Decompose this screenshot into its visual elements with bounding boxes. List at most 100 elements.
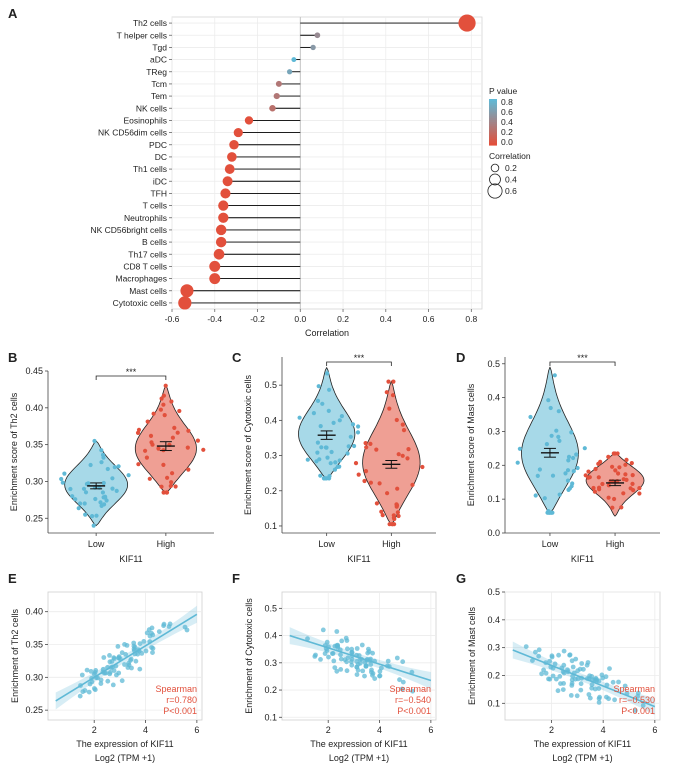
x-tick-label: High: [157, 539, 176, 549]
data-point: [569, 681, 575, 686]
regression-line: [55, 613, 198, 702]
legend-gradient-cell: [489, 129, 497, 133]
data-point: [394, 655, 400, 661]
data-point: [600, 481, 605, 487]
legend-gradient-cell: [489, 106, 497, 110]
data-point: [144, 455, 149, 460]
legend-pvalue-tick: 0.6: [501, 107, 513, 117]
legend-gradient-cell: [489, 108, 497, 112]
data-point: [533, 493, 538, 498]
data-point: [326, 408, 331, 413]
significance-bracket: [95, 375, 167, 380]
data-point: [363, 663, 369, 669]
data-point: [617, 465, 622, 470]
data-point: [312, 654, 318, 659]
legend-pvalue-tick: 0.2: [501, 127, 513, 137]
data-point: [88, 462, 93, 468]
data-point: [578, 681, 584, 687]
data-point: [356, 424, 361, 429]
data-point: [640, 703, 646, 708]
y-tick-label: 0.4: [487, 615, 500, 625]
data-point: [610, 505, 615, 510]
lollipop-dot: [310, 44, 316, 51]
x-axis-title: The expression of KIF11: [76, 739, 173, 749]
x-tick-label: 0.2: [337, 314, 349, 324]
data-point: [596, 686, 602, 691]
data-point: [326, 654, 331, 660]
data-point: [597, 487, 602, 492]
category-label: NK cells: [136, 103, 167, 113]
significance-bracket: [326, 361, 392, 366]
lollipop-dot: [220, 188, 231, 199]
data-point: [565, 468, 571, 473]
legend-gradient-cell: [489, 116, 497, 119]
violin-shape: [521, 366, 579, 514]
data-point: [544, 442, 550, 447]
data-point: [158, 407, 163, 412]
data-point: [337, 418, 342, 423]
x-tick-label: 0.6: [423, 314, 435, 324]
data-point: [539, 671, 544, 677]
stats-label: Spearman: [613, 684, 655, 694]
data-point: [172, 425, 177, 430]
data-point: [596, 475, 601, 480]
data-point: [112, 656, 117, 662]
data-point: [161, 462, 166, 467]
category-label: Eosinophils: [124, 115, 167, 125]
data-point: [589, 682, 595, 688]
data-point: [619, 505, 624, 510]
y-tick-label: 0.5: [264, 603, 277, 613]
data-point: [397, 677, 402, 683]
data-point: [577, 666, 583, 672]
data-point: [70, 494, 75, 499]
data-point: [91, 671, 97, 677]
data-point: [362, 673, 367, 679]
lollipop-dot: [215, 224, 227, 236]
lollipop-dot: [209, 260, 221, 272]
data-point: [100, 490, 105, 495]
data-point: [195, 438, 200, 443]
data-point: [105, 678, 111, 684]
data-point: [368, 441, 373, 446]
data-point: [579, 661, 585, 666]
data-point: [357, 660, 363, 666]
data-point: [557, 492, 562, 497]
legend-gradient-cell: [489, 104, 497, 108]
category-label: iDC: [153, 176, 167, 186]
y-tick-label: 0.3: [487, 643, 500, 653]
data-point: [115, 644, 121, 649]
data-point: [396, 452, 401, 457]
data-point: [315, 440, 320, 445]
data-point: [571, 469, 576, 474]
data-point: [368, 662, 374, 667]
x-axis-subtitle: Log2 (TPM +1): [552, 753, 612, 763]
x-tick-label: 2: [549, 725, 554, 735]
legend-pvalue-title: P value: [489, 86, 517, 96]
x-tick-label: 4: [143, 725, 148, 735]
data-point: [114, 672, 119, 678]
x-tick-label: 2: [326, 725, 331, 735]
data-point: [150, 646, 156, 651]
data-point: [515, 460, 520, 465]
data-point: [146, 627, 152, 633]
data-point: [558, 681, 563, 686]
data-point: [606, 483, 611, 488]
data-point: [547, 658, 552, 664]
data-point: [593, 466, 598, 472]
data-point: [586, 475, 591, 480]
data-point: [88, 669, 94, 674]
data-point: [165, 475, 170, 480]
data-point: [169, 480, 174, 485]
data-point: [76, 506, 81, 511]
legend-gradient-cell: [489, 143, 497, 146]
data-point: [161, 402, 166, 407]
category-label: T cells: [143, 201, 167, 211]
data-point: [604, 694, 609, 700]
category-label: Tcm: [151, 79, 167, 89]
data-point: [131, 646, 137, 652]
data-point: [556, 652, 561, 658]
x-axis-subtitle: Log2 (TPM +1): [329, 753, 389, 763]
data-point: [571, 455, 576, 461]
stats-label: P<0.001: [397, 706, 431, 716]
data-point: [316, 384, 321, 389]
